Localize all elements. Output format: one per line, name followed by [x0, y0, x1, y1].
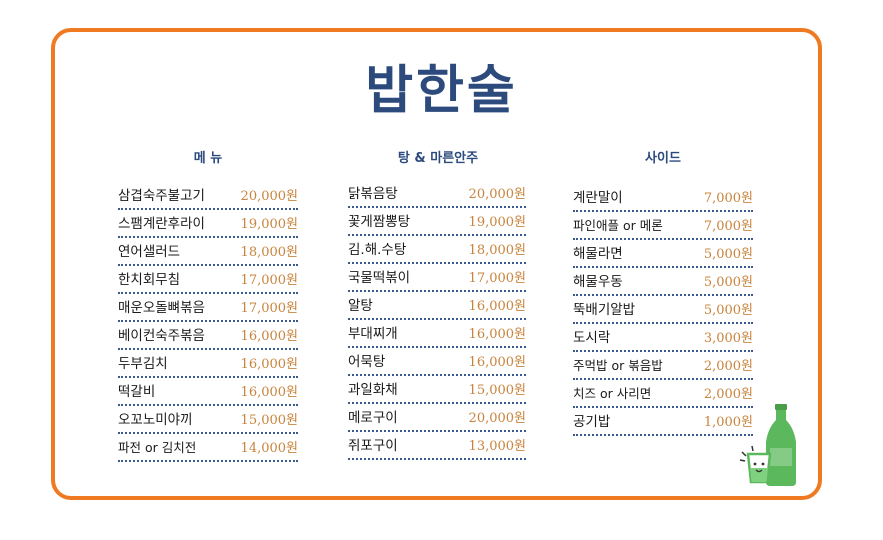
menu-item-name: 떡갈비: [118, 384, 156, 400]
menu-item-price: 3,000원: [703, 331, 753, 346]
menu-item-stew: 김.해.수탕 18,000원: [348, 236, 526, 264]
menu-item-price: 16,000원: [240, 329, 298, 344]
menu-item-price: 20,000원: [468, 411, 526, 426]
menu-item-side: 주먹밥 or 볶음밥 2,000원: [573, 352, 753, 380]
menu-item-name: 계란말이: [573, 190, 623, 206]
menu-item-price: 17,000원: [468, 271, 526, 286]
menu-item-main: 매운오돌뼈볶음 17,000원: [118, 294, 298, 322]
menu-item-price: 16,000원: [468, 299, 526, 314]
menu-item-stew: 닭볶음탕 20,000원: [348, 180, 526, 208]
menu-item-price: 16,000원: [240, 357, 298, 372]
menu-item-name: 뚝배기알밥: [573, 302, 636, 318]
menu-item-price: 16,000원: [468, 355, 526, 370]
menu-item-main: 파전 or 김치전 14,000원: [118, 434, 298, 462]
column-header-menu: 메 뉴: [193, 151, 223, 166]
menu-item-price: 1,000원: [703, 415, 753, 430]
menu-item-main: 삼겹숙주불고기 20,000원: [118, 182, 298, 210]
menu-item-name: 스팸계란후라이: [118, 216, 205, 232]
menu-item-side: 해물우동 5,000원: [573, 268, 753, 296]
menu-item-side: 뚝배기알밥 5,000원: [573, 296, 753, 324]
menu-item-name: 도시락: [573, 330, 611, 346]
menu-item-stew: 어묵탕 16,000원: [348, 348, 526, 376]
menu-item-stew: 과일화채 15,000원: [348, 376, 526, 404]
menu-item-price: 14,000원: [240, 441, 298, 456]
menu-item-name: 해물라면: [573, 246, 623, 262]
menu-list-side: 계란말이 7,000원 파인애플 or 메론 7,000원 해물라면 5,000원 해물우동…: [573, 184, 753, 436]
menu-item-name: 베이컨숙주볶음: [118, 328, 205, 344]
menu-item-side: 해물라면 5,000원: [573, 240, 753, 268]
soju-bottle-icon: [739, 404, 796, 486]
menu-item-price: 16,000원: [468, 327, 526, 342]
menu-item-price: 19,000원: [468, 215, 526, 230]
menu-item-side: 계란말이 7,000원: [573, 184, 753, 212]
menu-item-name: 닭볶음탕: [348, 186, 398, 202]
menu-item-name: 주먹밥 or 볶음밥: [573, 358, 663, 373]
menu-item-main: 스팸계란후라이 19,000원: [118, 210, 298, 238]
menu-item-stew: 꽃게짬뽕탕 19,000원: [348, 208, 526, 236]
menu-item-name: 매운오돌뼈볶음: [118, 300, 205, 316]
menu-item-name: 공기밥: [573, 414, 611, 430]
menu-item-name: 오꼬노미야끼: [118, 412, 193, 428]
menu-item-price: 5,000원: [703, 303, 753, 318]
menu-item-name: 한치회무침: [118, 272, 181, 288]
restaurant-title: 밥한술: [365, 61, 518, 121]
menu-item-price: 7,000원: [703, 191, 753, 206]
menu-item-side: 치즈 or 사리면 2,000원: [573, 380, 753, 408]
menu-item-name: 과일화채: [348, 382, 398, 398]
menu-item-stew: 쥐포구이 13,000원: [348, 432, 526, 460]
menu-item-price: 18,000원: [468, 243, 526, 258]
menu-item-name: 부대찌개: [348, 326, 398, 342]
menu-item-name: 국물떡볶이: [348, 270, 411, 286]
menu-item-name: 치즈 or 사리면: [573, 386, 652, 401]
menu-item-price: 20,000원: [468, 187, 526, 202]
column-header-side: 사이드: [645, 151, 681, 166]
menu-item-stew: 부대찌개 16,000원: [348, 320, 526, 348]
menu-item-name: 쥐포구이: [348, 438, 398, 454]
menu-item-main: 떡갈비 16,000원: [118, 378, 298, 406]
menu-item-price: 17,000원: [240, 273, 298, 288]
menu-item-price: 16,000원: [240, 385, 298, 400]
menu-item-name: 두부김치: [118, 356, 168, 372]
menu-item-name: 파전 or 김치전: [118, 440, 197, 455]
menu-item-price: 15,000원: [468, 383, 526, 398]
menu-item-stew: 알탕 16,000원: [348, 292, 526, 320]
menu-item-price: 15,000원: [240, 413, 298, 428]
menu-item-side: 공기밥 1,000원: [573, 408, 753, 436]
menu-item-name: 메로구이: [348, 410, 398, 426]
menu-item-price: 2,000원: [703, 387, 753, 402]
menu-item-name: 어묵탕: [348, 354, 386, 370]
menu-item-price: 5,000원: [703, 275, 753, 290]
menu-item-main: 베이컨숙주볶음 16,000원: [118, 322, 298, 350]
menu-item-name: 알탕: [348, 298, 373, 314]
menu-item-name: 삼겹숙주불고기: [118, 188, 205, 204]
menu-list-stew: 닭볶음탕 20,000원 꽃게짬뽕탕 19,000원 김.해.수탕 18,000원 국물떡볶…: [348, 180, 526, 460]
menu-item-price: 7,000원: [703, 219, 753, 234]
menu-item-name: 꽃게짬뽕탕: [348, 214, 411, 230]
menu-item-stew: 메로구이 20,000원: [348, 404, 526, 432]
menu-item-name: 해물우동: [573, 274, 623, 290]
menu-item-side: 파인애플 or 메론 7,000원: [573, 212, 753, 240]
menu-item-price: 20,000원: [240, 189, 298, 204]
menu-item-main: 연어샐러드 18,000원: [118, 238, 298, 266]
menu-item-name: 연어샐러드: [118, 244, 181, 260]
menu-item-main: 두부김치 16,000원: [118, 350, 298, 378]
menu-item-name: 김.해.수탕: [348, 242, 407, 258]
menu-item-stew: 국물떡볶이 17,000원: [348, 264, 526, 292]
menu-item-main: 오꼬노미야끼 15,000원: [118, 406, 298, 434]
menu-item-main: 한치회무침 17,000원: [118, 266, 298, 294]
menu-item-price: 17,000원: [240, 301, 298, 316]
menu-item-price: 19,000원: [240, 217, 298, 232]
column-header-stew: 탕 & 마른안주: [397, 151, 479, 166]
menu-item-price: 2,000원: [703, 359, 753, 374]
menu-item-price: 18,000원: [240, 245, 298, 260]
menu-item-price: 5,000원: [703, 247, 753, 262]
menu-item-side: 도시락 3,000원: [573, 324, 753, 352]
menu-item-price: 13,000원: [468, 439, 526, 454]
menu-item-name: 파인애플 or 메론: [573, 218, 663, 233]
